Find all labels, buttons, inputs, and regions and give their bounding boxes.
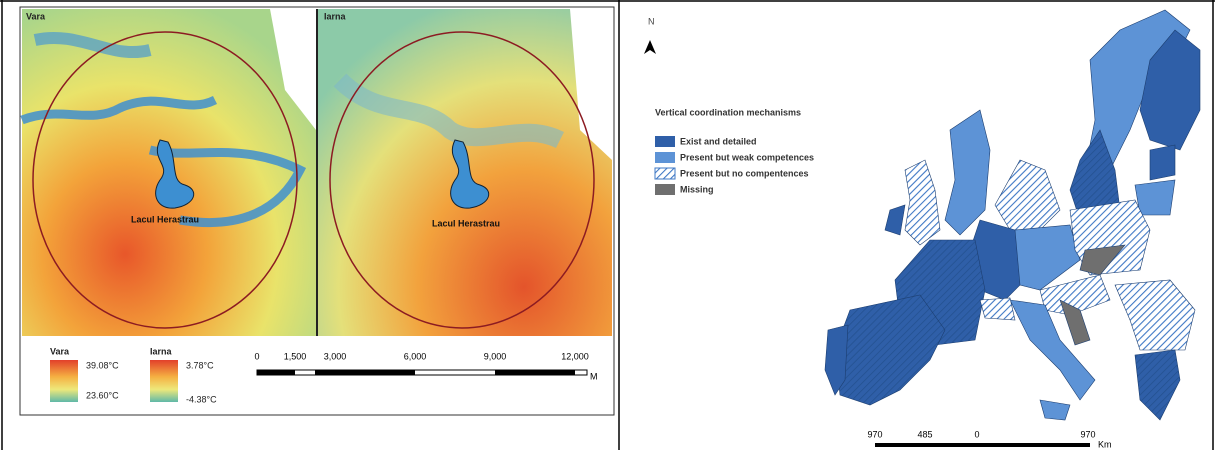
scale-unit: M	[590, 371, 598, 381]
scale-segment	[315, 370, 335, 375]
legend-title: Vertical coordination mechanisms	[655, 107, 801, 117]
scale-bar: 970 485 0 970 Km	[867, 429, 1111, 449]
thermal-map: Vara Lacul Herastrau Iarna Lacul Herastr…	[20, 7, 614, 415]
scale-label: 12,000	[561, 351, 589, 361]
scale-segment	[257, 370, 295, 375]
scale-label: 0	[974, 429, 979, 439]
country	[1010, 300, 1095, 400]
page: Vara Lacul Herastrau Iarna Lacul Herastr…	[0, 0, 1215, 450]
scale-label: 485	[917, 429, 932, 439]
place-label: Lacul Herastrau	[432, 218, 500, 228]
scale-unit: Km	[1098, 439, 1112, 449]
legend-entry: Exist and detailed	[680, 136, 757, 146]
panel-label: Vara	[26, 11, 46, 21]
countries	[825, 10, 1200, 420]
legend-entry: Present but weak competences	[680, 152, 814, 162]
country	[1135, 350, 1180, 420]
legend-title: Iarna	[150, 346, 173, 356]
scale-segment	[495, 370, 575, 375]
legend-max: 39.08°C	[86, 360, 119, 370]
legend-swatch	[655, 168, 675, 179]
scale-label: 0	[254, 351, 259, 361]
country	[1015, 225, 1080, 290]
scale-label: 970	[867, 429, 882, 439]
place-label: Lacul Herastrau	[131, 214, 199, 224]
scale-label: 3,000	[324, 351, 347, 361]
panel-label: Iarna	[324, 11, 347, 21]
north-arrow	[644, 40, 656, 54]
legend-entry: Missing	[680, 184, 714, 194]
country	[1135, 180, 1175, 215]
legend-swatch	[655, 184, 675, 195]
country	[835, 295, 945, 405]
legend-ramp	[150, 360, 178, 402]
scale-label: 9,000	[484, 351, 507, 361]
legend-title: Vara	[50, 346, 70, 356]
north-label: N	[648, 16, 655, 26]
legend-swatch	[655, 136, 675, 147]
scale-label: 1,500	[284, 351, 307, 361]
country	[1040, 400, 1070, 420]
legend-min: -4.38°C	[186, 394, 217, 404]
screenshot: Vara Lacul Herastrau Iarna Lacul Herastr…	[0, 0, 1215, 450]
country	[945, 110, 990, 235]
country	[885, 205, 905, 235]
legend-entry: Present but no compentences	[680, 168, 809, 178]
country	[1150, 145, 1175, 180]
scale-segment	[335, 370, 415, 375]
scale-label: 970	[1080, 429, 1095, 439]
legend-swatch	[655, 152, 675, 163]
scale-label: 6,000	[404, 351, 427, 361]
country	[980, 298, 1015, 320]
legend-ramp	[50, 360, 78, 402]
country	[1115, 280, 1195, 350]
legend-max: 3.78°C	[186, 360, 214, 370]
country	[995, 160, 1060, 230]
legend-min: 23.60°C	[86, 390, 119, 400]
scale-segment	[875, 443, 1090, 447]
europe-map: N Vertical coordination mechanisms Exist…	[644, 10, 1200, 449]
country	[905, 160, 940, 245]
